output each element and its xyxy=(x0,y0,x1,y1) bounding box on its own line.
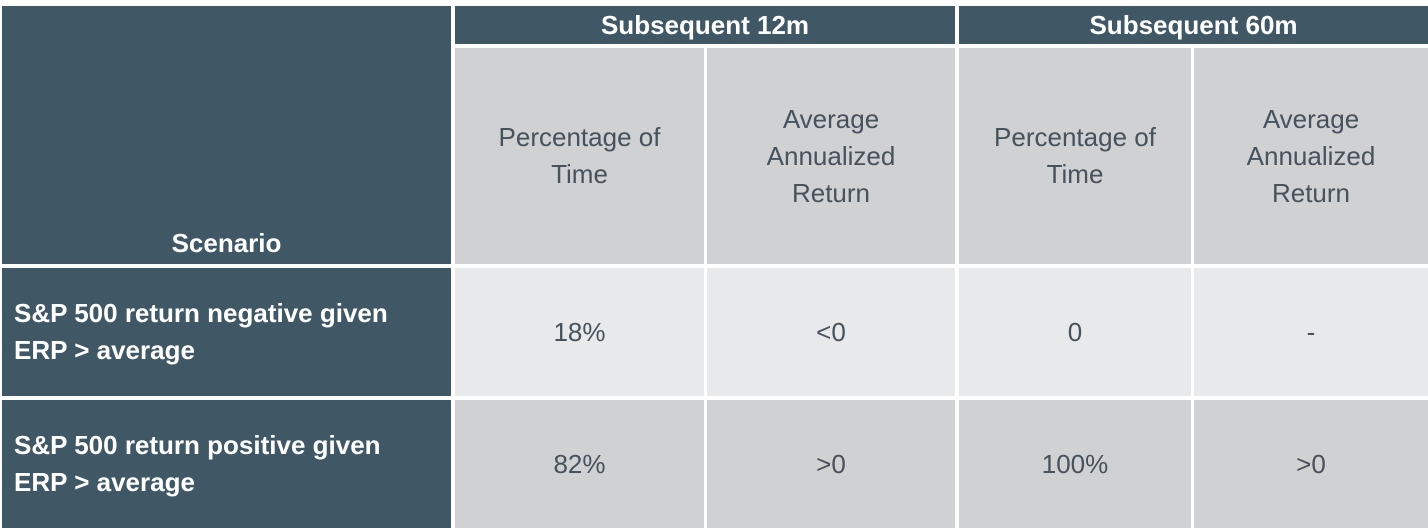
value-cell: >0 xyxy=(707,400,955,528)
value-cell: 82% xyxy=(455,400,704,528)
column-header: Percentage of Time xyxy=(455,48,704,264)
value-cell: <0 xyxy=(707,268,955,396)
column-header: Average Annualized Return xyxy=(1194,48,1428,264)
scenario-cell: S&P 500 return positive given ERP > aver… xyxy=(2,400,451,528)
value-cell: 18% xyxy=(455,268,704,396)
value-cell: >0 xyxy=(1194,400,1428,528)
scenario-header: Scenario xyxy=(2,6,451,264)
value-cell: 100% xyxy=(959,400,1191,528)
column-header: Average Annualized Return xyxy=(707,48,955,264)
group-header: Subsequent 60m xyxy=(959,6,1428,44)
value-cell: 0 xyxy=(959,268,1191,396)
group-header: Subsequent 12m xyxy=(455,6,955,44)
column-header: Percentage of Time xyxy=(959,48,1191,264)
value-cell: - xyxy=(1194,268,1428,396)
scenario-cell: S&P 500 return negative given ERP > aver… xyxy=(2,268,451,396)
